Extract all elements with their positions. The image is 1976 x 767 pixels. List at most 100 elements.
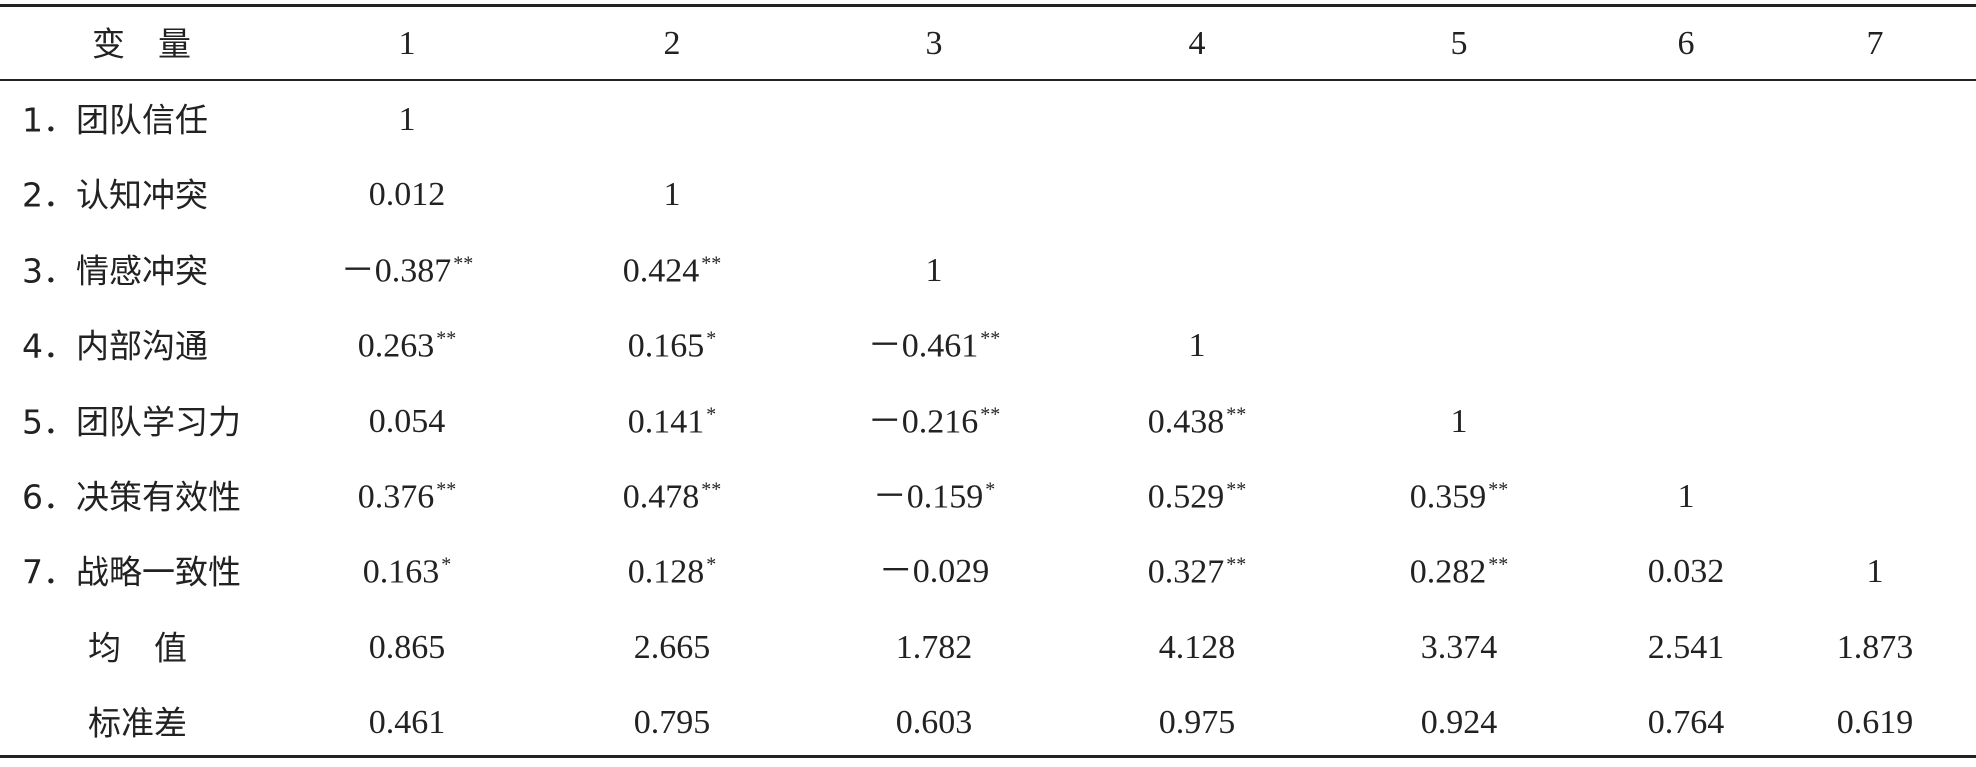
cell-value: 0.619	[1836, 704, 1914, 742]
data-cell: －0.461 **	[868, 329, 1001, 364]
row-label: 2．认知冲突	[22, 175, 208, 215]
significance-mark: **	[1226, 478, 1247, 501]
data-cell: 1	[1450, 402, 1468, 440]
data-cell: 0.529 **	[1148, 480, 1247, 515]
cell-value: 0.795	[633, 704, 711, 742]
data-cell: 0.603	[896, 706, 973, 740]
header-cell: 2	[663, 25, 681, 62]
significance-mark: *	[706, 327, 717, 350]
significance-mark: *	[985, 478, 996, 501]
cell-value: 1	[398, 101, 416, 138]
cell-value: 0.529	[1147, 478, 1225, 516]
cell-value: 1.873	[1836, 628, 1914, 666]
cell-value: 0.054	[368, 402, 446, 440]
data-cell: 1	[1189, 329, 1206, 363]
cell-value: 1	[1866, 553, 1884, 591]
significance-mark: **	[436, 327, 457, 350]
row-label: 4．内部沟通	[22, 326, 208, 366]
header-cell: 变 量	[92, 24, 191, 64]
cell-value: 0.163	[362, 553, 440, 591]
data-cell: 0.327 **	[1148, 555, 1247, 590]
cell-value: 0.603	[895, 704, 973, 742]
significance-mark: **	[1226, 403, 1247, 426]
data-cell: 1.873	[1836, 628, 1914, 666]
data-cell: 0.619	[1837, 706, 1914, 740]
data-cell: 0.359 **	[1410, 480, 1509, 515]
data-cell: 0.012	[369, 178, 446, 212]
cell-value: －0.387	[340, 252, 452, 290]
cell-value: 0.263	[357, 327, 435, 365]
data-cell: 0.376 **	[358, 480, 457, 515]
row-label: 5．团队学习力	[22, 402, 241, 442]
cell-value: 0.359	[1409, 478, 1487, 516]
data-cell: 0.141 *	[628, 404, 717, 439]
cell-value: 4.128	[1158, 628, 1236, 666]
significance-mark: **	[1488, 478, 1509, 501]
data-cell: 1	[1867, 555, 1884, 589]
cell-value: －0.216	[867, 403, 979, 441]
cell-value: 1	[925, 251, 943, 289]
significance-mark: **	[980, 403, 1001, 426]
header-rule	[0, 79, 1976, 81]
cell-value: 1	[1188, 327, 1206, 365]
row-label: 均 值	[88, 628, 187, 668]
data-cell: 0.438 **	[1148, 404, 1247, 439]
data-cell: 0.163 *	[363, 555, 452, 590]
cell-value: 3.374	[1420, 628, 1498, 666]
cell-value: 0.165	[627, 327, 705, 365]
header-cell: 7	[1866, 25, 1884, 62]
cell-value: 0.865	[368, 628, 446, 666]
data-cell: 4.128	[1158, 628, 1236, 666]
significance-mark: *	[441, 553, 452, 576]
cell-value: 0.924	[1420, 704, 1498, 742]
data-cell: 0.461	[369, 706, 446, 740]
significance-mark: **	[1226, 553, 1247, 576]
cell-value: 1.782	[895, 628, 973, 666]
data-cell: 0.128 *	[628, 555, 717, 590]
data-cell: 1	[399, 103, 416, 137]
cell-value: －0.461	[867, 327, 979, 365]
data-cell: 0.975	[1159, 706, 1236, 740]
data-cell: 0.764	[1648, 706, 1725, 740]
cell-value: －0.029	[878, 553, 990, 591]
significance-mark: **	[701, 478, 722, 501]
data-cell: 0.263 **	[358, 329, 457, 364]
cell-value: 0.282	[1409, 553, 1487, 591]
cell-value: 0.032	[1647, 553, 1725, 591]
significance-mark: **	[980, 327, 1001, 350]
significance-mark: *	[706, 403, 717, 426]
row-label: 3．情感冲突	[22, 251, 208, 291]
data-cell: －0.387 **	[341, 253, 474, 288]
cell-value: －0.159	[872, 478, 984, 516]
cell-value: 1	[663, 176, 681, 214]
data-cell: －0.216 **	[868, 404, 1001, 439]
data-cell: 1	[925, 251, 943, 289]
cell-value: 0.478	[622, 478, 700, 516]
row-label: 6．决策有效性	[22, 477, 241, 517]
cell-value: 0.128	[627, 553, 705, 591]
data-cell: 3.374	[1420, 628, 1498, 666]
cell-value: 2.665	[633, 628, 711, 666]
significance-mark: **	[436, 478, 457, 501]
cell-value: 0.438	[1147, 403, 1225, 441]
cell-value: 0.764	[1647, 704, 1725, 742]
data-cell: 0.924	[1421, 706, 1498, 740]
cell-value: 2.541	[1647, 628, 1725, 666]
cell-value: 0.327	[1147, 553, 1225, 591]
data-cell: 1	[664, 178, 681, 212]
data-cell: 2.665	[633, 628, 711, 666]
data-cell: 0.282 **	[1410, 555, 1509, 590]
cell-value: 0.376	[357, 478, 435, 516]
header-cell: 5	[1450, 25, 1468, 62]
data-cell: 0.478 **	[623, 480, 722, 515]
cell-value: 0.141	[627, 403, 705, 441]
data-cell: －0.159 *	[873, 480, 996, 515]
header-cell: 1	[398, 25, 416, 62]
cell-value: 1	[1450, 402, 1468, 440]
significance-mark: **	[1488, 553, 1509, 576]
significance-mark: *	[706, 553, 717, 576]
data-cell: 0.165 *	[628, 329, 717, 364]
top-rule	[0, 4, 1976, 7]
data-cell: 0.032	[1648, 555, 1725, 589]
